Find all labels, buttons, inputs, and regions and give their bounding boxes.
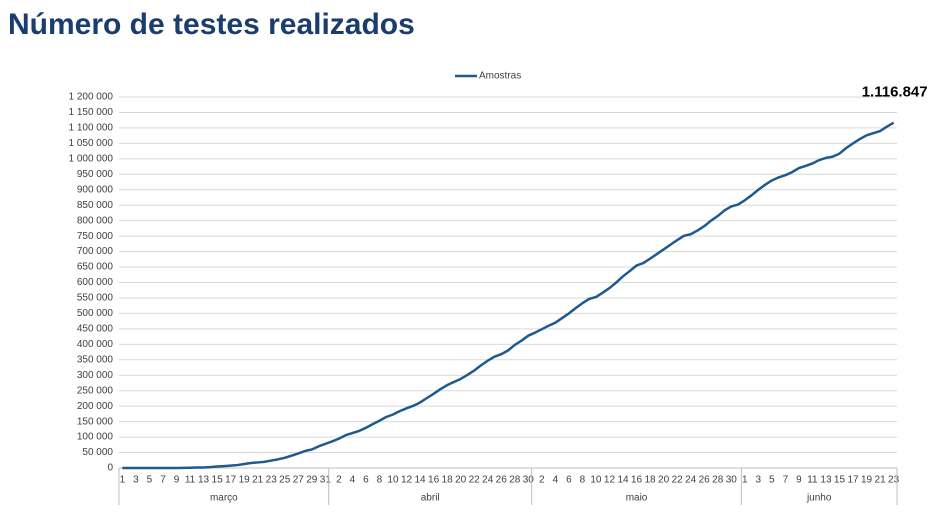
month-label: junho	[806, 493, 832, 504]
x-tick-label: 21	[252, 475, 264, 486]
month-label: maio	[626, 493, 648, 504]
x-tick-label: 20	[658, 475, 670, 486]
x-tick-label: 16	[428, 475, 440, 486]
x-tick-label: 23	[888, 475, 900, 486]
x-tick-label: 6	[363, 475, 369, 486]
x-tick-label: 30	[523, 475, 535, 486]
y-tick-label: 550 000	[77, 293, 114, 304]
x-tick-label: 16	[631, 475, 643, 486]
x-tick-label: 22	[672, 475, 684, 486]
x-tick-label: 24	[482, 475, 494, 486]
x-tick-label: 17	[847, 475, 859, 486]
y-tick-label: 1 150 000	[69, 107, 114, 118]
x-tick-label: 4	[553, 475, 559, 486]
x-tick-label: 21	[875, 475, 887, 486]
x-tick-label: 9	[796, 475, 802, 486]
y-tick-label: 50 000	[82, 447, 113, 458]
x-tick-label: 7	[160, 475, 166, 486]
x-tick-label: 6	[566, 475, 572, 486]
x-tick-label: 18	[645, 475, 657, 486]
x-tick-label: 15	[834, 475, 846, 486]
x-tick-label: 4	[350, 475, 356, 486]
y-tick-label: 650 000	[77, 262, 114, 273]
y-tick-label: 150 000	[77, 416, 114, 427]
x-tick-label: 19	[239, 475, 251, 486]
x-tick-label: 12	[401, 475, 413, 486]
y-tick-label: 700 000	[77, 246, 114, 257]
x-tick-label: 3	[133, 475, 139, 486]
y-tick-label: 750 000	[77, 231, 114, 242]
y-tick-label: 600 000	[77, 277, 114, 288]
y-tick-label: 1 050 000	[69, 138, 114, 149]
x-tick-label: 1	[742, 475, 748, 486]
chart-title: Número de testes realizados	[8, 8, 415, 41]
y-tick-label: 100 000	[77, 432, 114, 443]
y-tick-label: 450 000	[77, 324, 114, 335]
value-label: 1.116.847	[862, 84, 928, 101]
x-tick-label: 10	[590, 475, 602, 486]
x-tick-label: 25	[279, 475, 291, 486]
x-tick-label: 28	[509, 475, 521, 486]
y-tick-label: 400 000	[77, 339, 114, 350]
month-label: março	[210, 493, 238, 504]
x-tick-label: 13	[820, 475, 832, 486]
x-tick-label: 20	[455, 475, 467, 486]
y-tick-label: 1 200 000	[69, 92, 114, 103]
x-tick-label: 13	[198, 475, 210, 486]
y-tick-label: 300 000	[77, 370, 114, 381]
x-tick-label: 5	[769, 475, 775, 486]
x-tick-label: 29	[306, 475, 318, 486]
x-tick-label: 2	[539, 475, 545, 486]
x-tick-label: 10	[387, 475, 399, 486]
x-tick-label: 8	[580, 475, 586, 486]
y-tick-label: 200 000	[77, 401, 114, 412]
x-tick-label: 3	[756, 475, 762, 486]
series-line	[122, 121, 895, 470]
x-tick-label: 19	[861, 475, 873, 486]
x-tick-label: 11	[185, 475, 196, 486]
y-tick-label: 350 000	[77, 354, 114, 365]
y-tick-label: 1 100 000	[69, 123, 114, 134]
x-tick-label: 14	[617, 475, 629, 486]
x-tick-label: 8	[377, 475, 383, 486]
x-tick-label: 12	[604, 475, 616, 486]
y-tick-label: 0	[107, 463, 113, 474]
y-tick-label: 250 000	[77, 385, 114, 396]
y-tick-label: 850 000	[77, 200, 114, 211]
x-tick-label: 1	[120, 475, 126, 486]
x-tick-label: 31	[320, 475, 332, 486]
x-tick-label: 9	[174, 475, 180, 486]
legend-label: Amostras	[479, 71, 521, 82]
y-tick-label: 500 000	[77, 308, 114, 319]
x-tick-label: 2	[336, 475, 342, 486]
x-tick-label: 23	[266, 475, 278, 486]
x-tick-label: 22	[469, 475, 481, 486]
y-tick-label: 1 000 000	[69, 153, 114, 164]
x-tick-label: 5	[147, 475, 153, 486]
x-tick-label: 17	[225, 475, 237, 486]
x-tick-label: 30	[726, 475, 738, 486]
x-tick-label: 28	[712, 475, 724, 486]
x-tick-label: 11	[807, 475, 818, 486]
y-tick-label: 800 000	[77, 215, 114, 226]
x-tick-label: 14	[414, 475, 426, 486]
x-tick-label: 27	[293, 475, 305, 486]
x-tick-label: 26	[699, 475, 711, 486]
x-tick-label: 26	[496, 475, 508, 486]
x-tick-label: 24	[685, 475, 697, 486]
x-tick-label: 15	[212, 475, 224, 486]
month-label: abril	[421, 493, 440, 504]
x-tick-label: 7	[783, 475, 789, 486]
y-tick-label: 900 000	[77, 184, 114, 195]
y-tick-label: 950 000	[77, 169, 114, 180]
x-tick-label: 18	[442, 475, 454, 486]
